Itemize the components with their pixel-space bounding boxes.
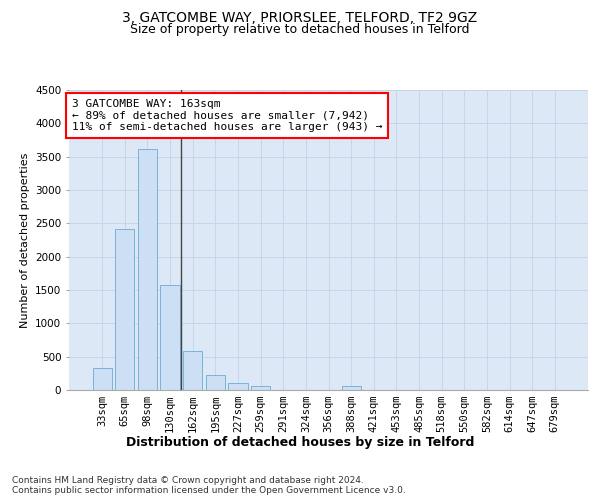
Bar bbox=[229, 382, 248, 390]
Bar bbox=[92, 368, 112, 390]
Text: Size of property relative to detached houses in Telford: Size of property relative to detached ho… bbox=[130, 22, 470, 36]
Bar bbox=[206, 374, 225, 390]
Text: 3, GATCOMBE WAY, PRIORSLEE, TELFORD, TF2 9GZ: 3, GATCOMBE WAY, PRIORSLEE, TELFORD, TF2… bbox=[122, 11, 478, 25]
Bar bbox=[341, 386, 361, 390]
Bar bbox=[183, 352, 202, 390]
Bar bbox=[251, 386, 270, 390]
Text: Contains HM Land Registry data © Crown copyright and database right 2024.
Contai: Contains HM Land Registry data © Crown c… bbox=[12, 476, 406, 495]
Bar bbox=[160, 284, 180, 390]
Text: Distribution of detached houses by size in Telford: Distribution of detached houses by size … bbox=[126, 436, 474, 449]
Bar bbox=[138, 148, 157, 390]
Y-axis label: Number of detached properties: Number of detached properties bbox=[20, 152, 29, 328]
Text: 3 GATCOMBE WAY: 163sqm
← 89% of detached houses are smaller (7,942)
11% of semi-: 3 GATCOMBE WAY: 163sqm ← 89% of detached… bbox=[71, 99, 382, 132]
Bar bbox=[115, 228, 134, 390]
